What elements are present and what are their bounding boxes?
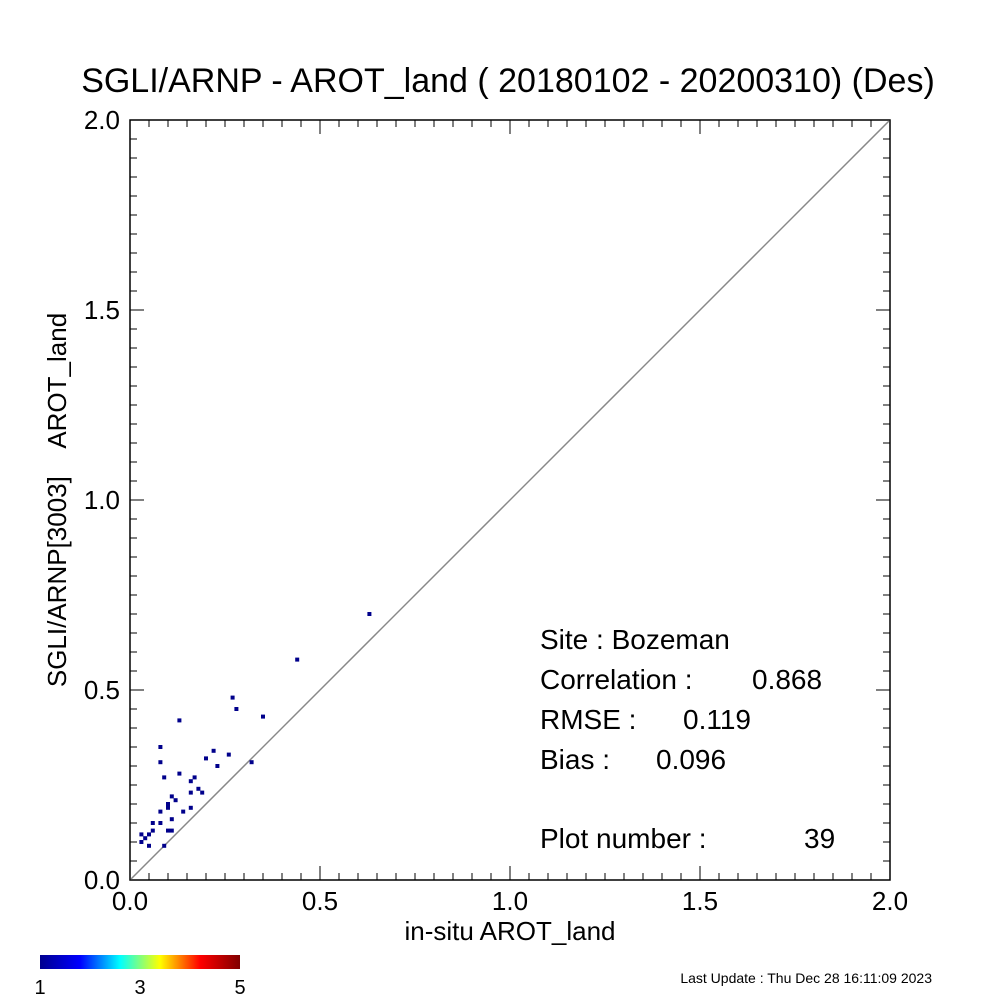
data-point xyxy=(181,809,186,814)
bias-label: Bias : xyxy=(540,744,610,775)
data-point xyxy=(234,707,239,711)
data-point xyxy=(295,657,300,662)
rmse-label: RMSE : xyxy=(540,704,636,735)
site-line: Site : Bozeman xyxy=(540,624,730,655)
data-point xyxy=(230,695,235,700)
data-point xyxy=(204,756,208,761)
data-point xyxy=(188,790,193,795)
data-point xyxy=(188,779,193,784)
data-point xyxy=(226,752,231,757)
data-point xyxy=(169,817,174,822)
data-point xyxy=(139,840,144,844)
plot-number-value: 39 xyxy=(804,823,835,854)
x-axis-label: in-situ AROT_land xyxy=(405,916,616,946)
y-tick-label: 2.0 xyxy=(84,105,120,135)
data-point xyxy=(166,802,170,806)
axis-ticks xyxy=(129,119,891,881)
x-tick-label: 2.0 xyxy=(872,886,908,916)
data-point xyxy=(249,760,254,765)
data-point xyxy=(215,764,220,768)
chart-title: SGLI/ARNP - AROT_land ( 20180102 - 20200… xyxy=(81,62,935,100)
plot-number-label: Plot number : xyxy=(540,823,707,854)
y-tick-label: 0.0 xyxy=(84,865,120,895)
bias-value: 0.096 xyxy=(656,744,726,775)
data-point xyxy=(211,748,216,753)
data-point xyxy=(196,786,201,791)
last-update-text: Last Update : Thu Dec 28 16:11:09 2023 xyxy=(680,970,932,986)
data-point xyxy=(166,828,170,833)
y-tick-label: 1.0 xyxy=(84,485,120,515)
data-point xyxy=(139,832,144,837)
data-point xyxy=(188,805,193,810)
data-point xyxy=(143,836,148,841)
data-point xyxy=(169,828,174,833)
data-point xyxy=(158,745,163,749)
axis-tick-labels: 0.0 0.5 1.0 1.5 2.0 0.0 0.5 1.0 1.5 2.0 xyxy=(84,105,908,916)
data-point xyxy=(173,798,178,803)
x-tick-label: 1.5 xyxy=(682,886,718,916)
data-point xyxy=(147,832,151,837)
one-to-one-line xyxy=(129,119,891,881)
data-point xyxy=(192,775,197,780)
data-point xyxy=(162,843,167,848)
data-point xyxy=(162,775,167,780)
correlation-value: 0.868 xyxy=(752,664,822,695)
data-point xyxy=(150,821,155,825)
data-point xyxy=(166,805,170,810)
y-axis-label: SGLI/ARNP[3003] AROT_land xyxy=(42,313,72,687)
plot-area xyxy=(129,119,891,881)
correlation-label: Correlation : xyxy=(540,664,693,695)
data-point xyxy=(177,718,182,723)
stats-box: Site : Bozeman Correlation : 0.868 RMSE … xyxy=(540,624,835,854)
x-tick-label: 0.0 xyxy=(112,886,148,916)
colorbar-min-label: 1 xyxy=(34,977,45,999)
x-tick-label: 1.0 xyxy=(492,886,528,916)
data-point xyxy=(150,828,155,833)
y-tick-label: 0.5 xyxy=(84,675,120,705)
colorbar xyxy=(40,955,240,969)
y-tick-label: 1.5 xyxy=(84,295,120,325)
colorbar-max-label: 5 xyxy=(234,977,245,999)
x-tick-label: 0.5 xyxy=(302,886,338,916)
data-point xyxy=(158,809,163,814)
data-point xyxy=(367,612,372,616)
data-point xyxy=(158,760,163,765)
data-point xyxy=(147,843,151,848)
data-point xyxy=(158,821,163,825)
data-point xyxy=(261,714,265,719)
data-point xyxy=(177,771,182,776)
data-point xyxy=(169,794,174,799)
colorbar-mid-label: 3 xyxy=(134,977,145,999)
data-points xyxy=(139,612,372,848)
data-point xyxy=(200,790,205,795)
rmse-value: 0.119 xyxy=(683,704,751,735)
